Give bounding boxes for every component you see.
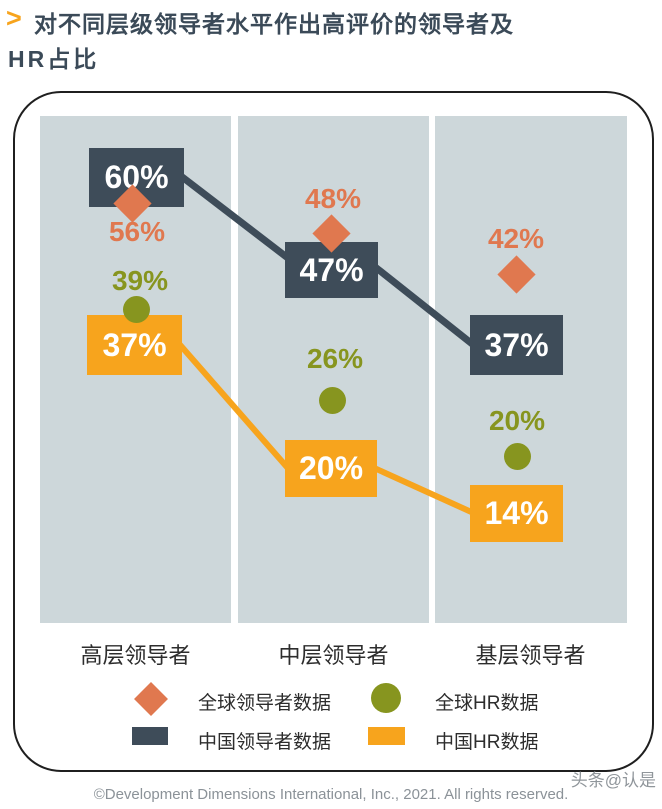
watermark-text: 头条@认是: [570, 771, 656, 790]
legend-label-china-hr: 中国HR数据: [435, 732, 539, 753]
global-hr-value-label-mid: 26%: [306, 343, 364, 374]
global-hr-circle-marker-frontline: [504, 443, 531, 470]
page-title-line2: HR占比: [8, 46, 100, 72]
chart-frame: [13, 91, 654, 772]
category-label-frontline-leaders: 基层领导者: [475, 643, 586, 668]
china-hr-value-box-mid: 20%: [285, 440, 377, 497]
global-hr-value-label-senior: 39%: [111, 265, 169, 296]
legend-orange-swatch-icon: [368, 727, 405, 745]
global-leaders-value-label-mid: 48%: [304, 183, 362, 214]
copyright-text: ©Development Dimensions International, I…: [93, 786, 569, 803]
china-hr-value-box-senior: 37%: [87, 315, 182, 375]
global-hr-value-label-frontline: 20%: [488, 405, 546, 436]
category-label-mid-level-leaders: 中层领导者: [278, 643, 389, 668]
category-label-senior-leaders: 高层领导者: [80, 643, 191, 668]
global-hr-circle-marker-mid: [319, 387, 346, 414]
global-leaders-value-label-frontline: 42%: [487, 223, 545, 254]
legend-circle-icon: [371, 683, 401, 713]
page-title-line1: 对不同层级领导者水平作出高评价的领导者及: [34, 11, 514, 37]
legend-label-global-hr: 全球HR数据: [435, 693, 539, 714]
legend-label-global-leaders: 全球领导者数据: [198, 693, 332, 714]
chevron-right-icon: >: [6, 3, 22, 33]
china-leaders-value-box-frontline: 37%: [470, 315, 563, 375]
global-leaders-value-label-senior: 56%: [108, 216, 166, 247]
legend-navy-swatch-icon: [132, 727, 168, 745]
global-hr-circle-marker-senior: [123, 296, 150, 323]
china-hr-value-box-frontline: 14%: [470, 485, 563, 542]
legend-label-china-leaders: 中国领导者数据: [198, 732, 332, 753]
